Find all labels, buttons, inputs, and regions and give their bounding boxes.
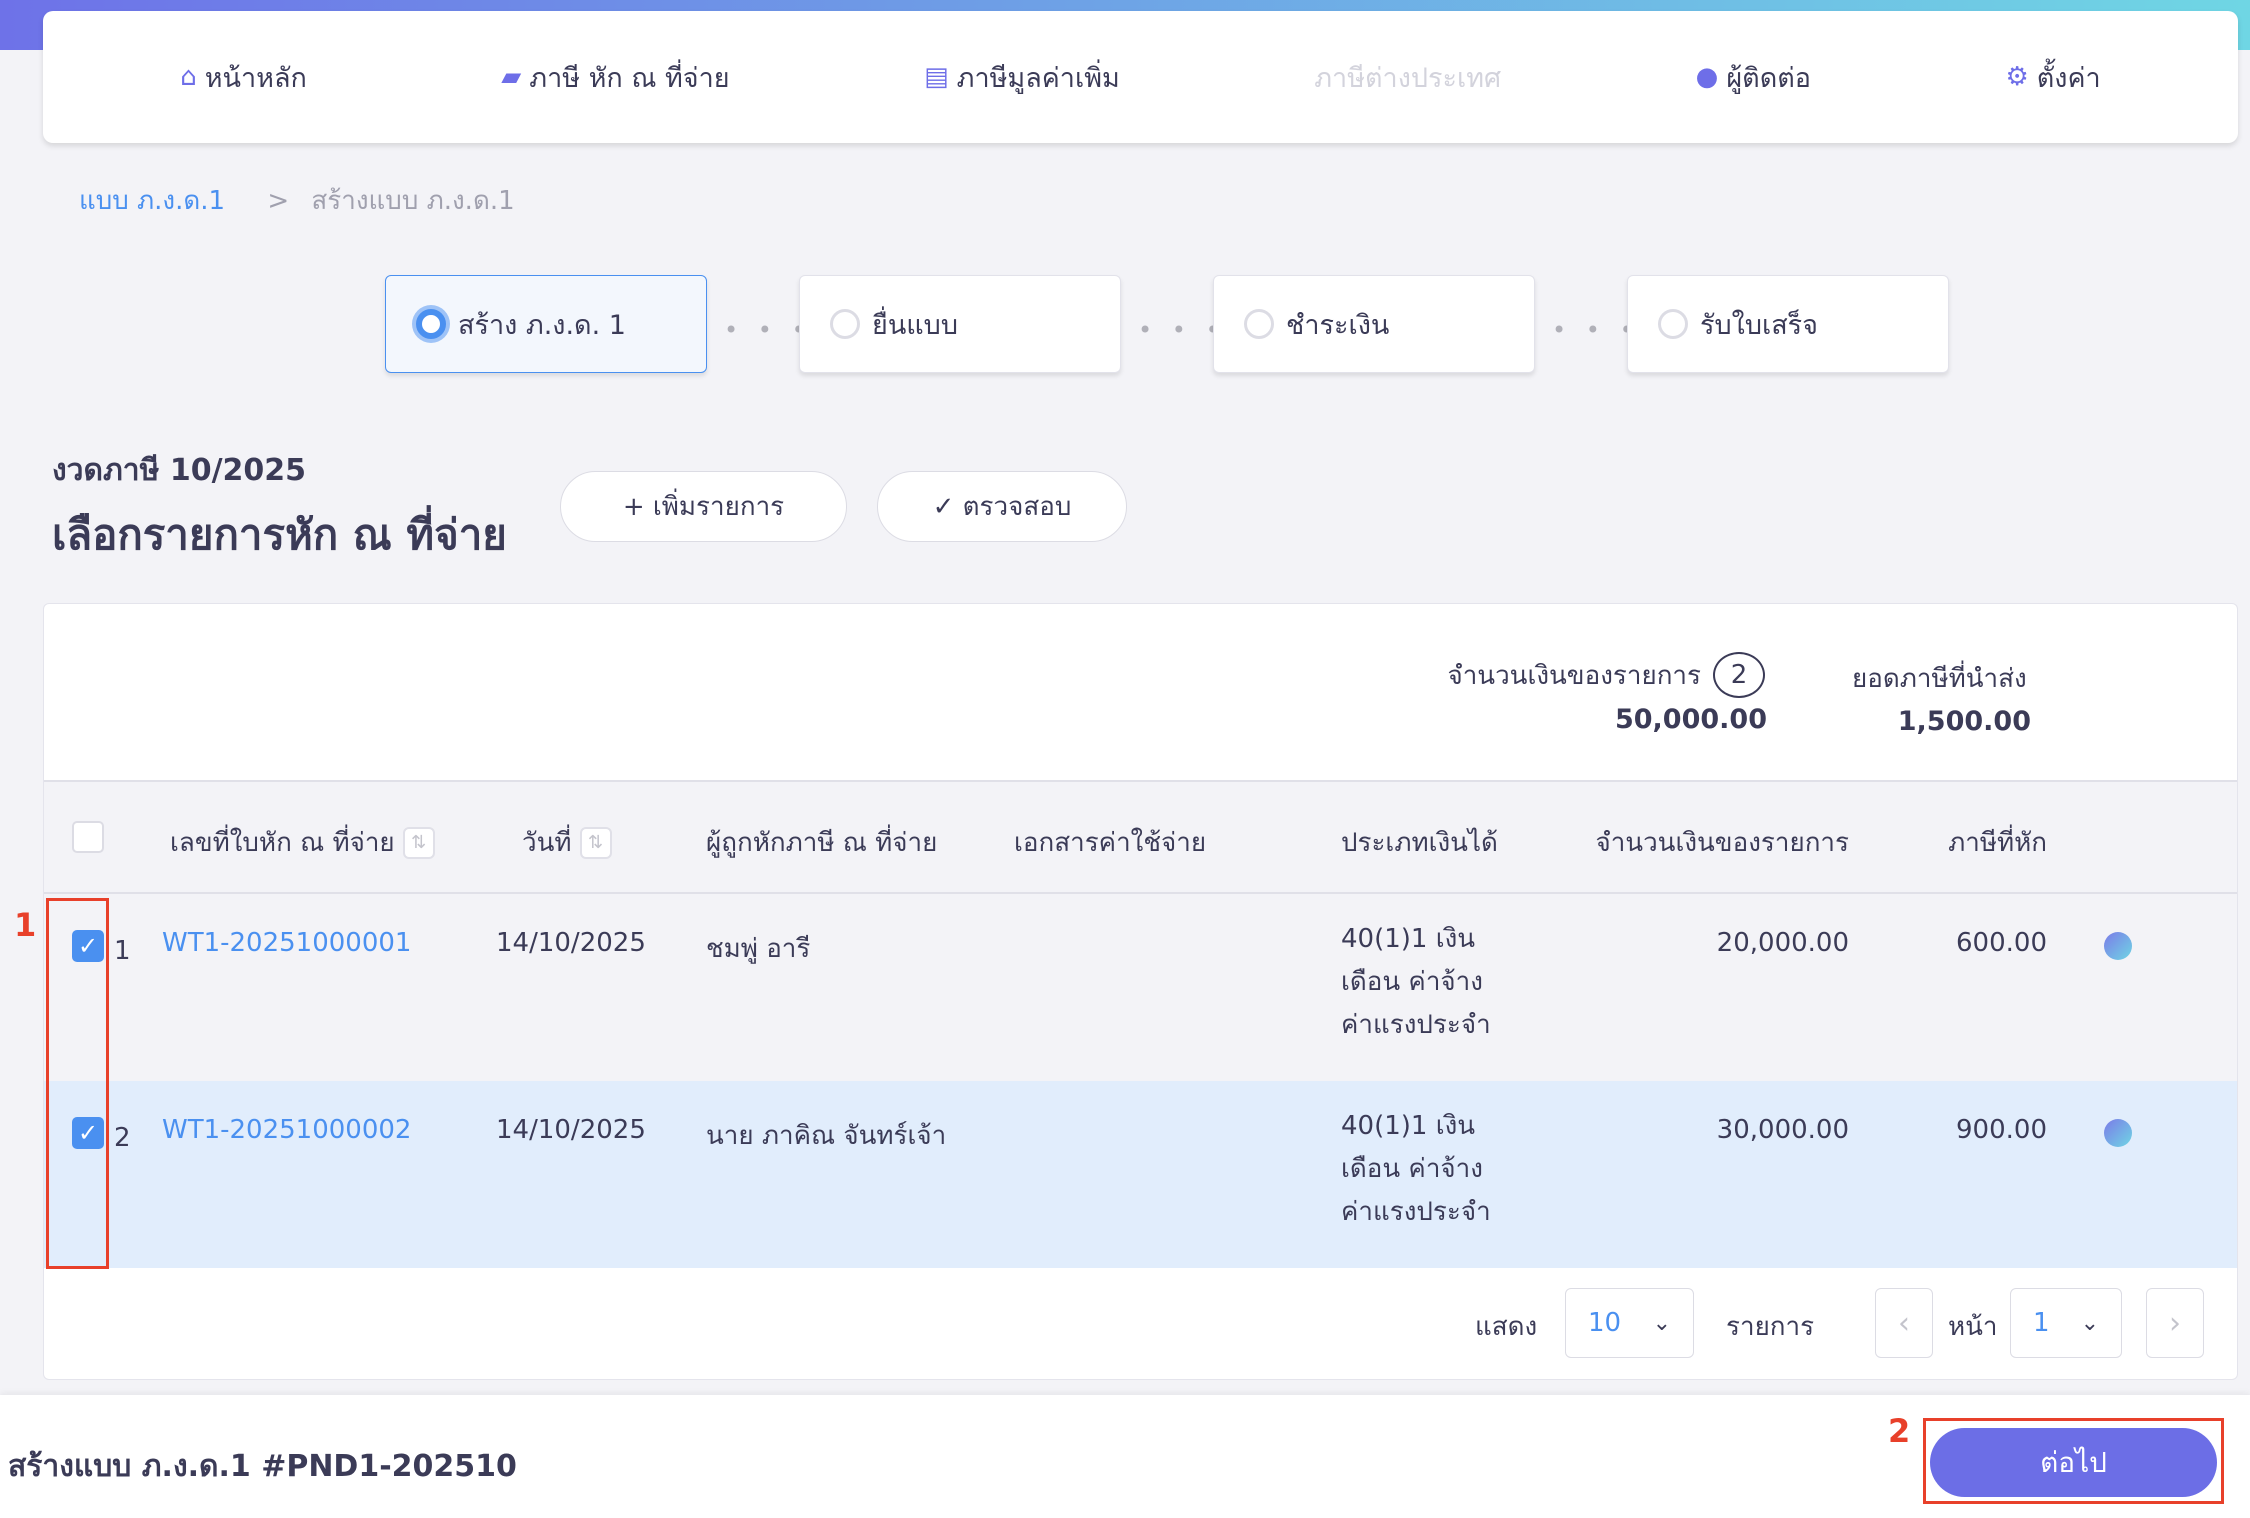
- breadcrumb: แบบ ภ.ง.ด.1 > สร้างแบบ ภ.ง.ด.1: [79, 180, 515, 221]
- step-radio-icon: [830, 309, 860, 339]
- page-title: เลือกรายการหัก ณ ที่จ่าย: [52, 510, 507, 559]
- next-page-button[interactable]: ›: [2146, 1288, 2204, 1358]
- step-radio-icon: [1244, 309, 1274, 339]
- breadcrumb-separator: >: [267, 186, 290, 216]
- page-value: 1: [2033, 1308, 2050, 1338]
- step-label: ชำระเงิน: [1286, 309, 1390, 341]
- chevron-down-icon: ⌄: [2080, 1310, 2099, 1336]
- summary-amount-text: จำนวนเงินของรายการ: [1447, 660, 1701, 691]
- col-expense-doc: เอกสารค่าใช้จ่าย: [1014, 828, 1207, 858]
- col-label: เลขที่ใบหัก ณ ที่จ่าย: [170, 828, 395, 858]
- items-label: รายการ: [1726, 1312, 1815, 1342]
- add-item-button[interactable]: + เพิ่มรายการ: [560, 471, 847, 542]
- row-date: 14/10/2025: [496, 928, 646, 958]
- step-receipt[interactable]: รับใบเสร็จ: [1627, 275, 1949, 373]
- annotation-box-1: [46, 898, 109, 1269]
- step-separator: • • •: [1552, 316, 1640, 344]
- step-payment[interactable]: ชำระเงิน: [1213, 275, 1535, 373]
- nav-label: หน้าหลัก: [204, 62, 307, 94]
- gear-icon: ⚙: [2005, 62, 2029, 92]
- sort-icon[interactable]: ⇅: [579, 826, 612, 859]
- tax-document-icon[interactable]: [2104, 932, 2132, 960]
- doc-no-link[interactable]: WT1-20251000001: [162, 928, 412, 958]
- step-separator: • • •: [1138, 316, 1226, 344]
- row-date: 14/10/2025: [496, 1115, 646, 1145]
- doc-no-link[interactable]: WT1-20251000002: [162, 1115, 412, 1145]
- withholding-table-card: จำนวนเงินของรายการ 2 50,000.00 ยอดภาษีที่…: [43, 603, 2238, 1380]
- sort-icon[interactable]: ⇅: [402, 826, 435, 859]
- col-label: วันที่: [522, 828, 572, 858]
- nav-foreign-tax: ภาษีต่างประเทศ: [1314, 56, 1501, 99]
- annotation-label-1: 1: [14, 906, 37, 944]
- col-amount: จำนวนเงินของรายการ: [1595, 828, 1849, 858]
- breadcrumb-current: สร้างแบบ ภ.ง.ด.1: [311, 186, 515, 216]
- select-all-checkbox[interactable]: [72, 821, 104, 853]
- table-row[interactable]: ✓ 1 WT1-20251000001 14/10/2025 ชมพู่ อาร…: [44, 894, 2237, 1081]
- prev-page-button[interactable]: ‹: [1875, 1288, 1933, 1358]
- page-select[interactable]: 1 ⌄: [2010, 1288, 2122, 1358]
- nav-label: ภาษี หัก ณ ที่จ่าย: [529, 62, 730, 94]
- count-badge: 2: [1713, 652, 1765, 698]
- table-row[interactable]: ✓ 2 WT1-20251000002 14/10/2025 นาย ภาคิณ…: [44, 1081, 2237, 1268]
- annotation-label-2: 2: [1888, 1412, 1911, 1450]
- page-label: หน้า: [1948, 1312, 1998, 1342]
- nav-label: ภาษีต่างประเทศ: [1314, 62, 1502, 94]
- row-number: 1: [114, 936, 131, 966]
- step-label: สร้าง ภ.ง.ด. 1: [458, 309, 626, 341]
- row-checkbox[interactable]: ✓: [72, 930, 104, 962]
- tax-period: งวดภาษี 10/2025: [52, 453, 307, 488]
- step-label: ยื่นแบบ: [872, 309, 958, 341]
- row-amount: 30,000.00: [1716, 1115, 1849, 1145]
- step-separator: • • •: [724, 316, 812, 344]
- row-payee: นาย ภาคิณ จันทร์เจ้า: [706, 1121, 947, 1151]
- nav-vat[interactable]: ▤ ภาษีมูลค่าเพิ่ม: [924, 56, 1120, 99]
- table-header: เลขที่ใบหัก ณ ที่จ่าย ⇅ วันที่ ⇅ ผู้ถูกหัก…: [44, 780, 2237, 894]
- nav-settings[interactable]: ⚙ ตั้งค่า: [2005, 56, 2100, 99]
- chevron-down-icon: ⌄: [1652, 1310, 1671, 1336]
- nav-label: ผู้ติดต่อ: [1726, 62, 1811, 94]
- home-icon: ⌂: [180, 62, 197, 92]
- nav-withholding-tax[interactable]: ▰ ภาษี หัก ณ ที่จ่าย: [501, 56, 729, 99]
- col-doc-no[interactable]: เลขที่ใบหัก ณ ที่จ่าย ⇅: [170, 822, 435, 863]
- footer-bar: สร้างแบบ ภ.ง.ด.1 #PND1-202510: [0, 1395, 2250, 1518]
- row-tax: 600.00: [1956, 928, 2047, 958]
- row-checkbox[interactable]: ✓: [72, 1117, 104, 1149]
- annotation-box-2: [1923, 1418, 2224, 1504]
- step-create[interactable]: สร้าง ภ.ง.ด. 1: [385, 275, 707, 373]
- col-date[interactable]: วันที่ ⇅: [522, 822, 612, 863]
- step-submit[interactable]: ยื่นแบบ: [799, 275, 1121, 373]
- col-income-type: ประเภทเงินได้: [1341, 828, 1498, 858]
- col-payee: ผู้ถูกหักภาษี ณ ที่จ่าย: [706, 828, 938, 858]
- footer-title: สร้างแบบ ภ.ง.ด.1 #PND1-202510: [8, 1449, 517, 1484]
- nav-label: ภาษีมูลค่าเพิ่ม: [956, 62, 1120, 94]
- next-button[interactable]: ต่อไป: [1930, 1428, 2217, 1497]
- summary-amount-value: 50,000.00: [1614, 704, 1767, 735]
- row-income-type: 40(1)1 เงินเดือน ค่าจ้าง ค่าแรงประจำ: [1341, 924, 1491, 1040]
- page-size-select[interactable]: 10 ⌄: [1565, 1288, 1694, 1358]
- page-size-value: 10: [1588, 1308, 1622, 1338]
- summary-tax-label: ยอดภาษีที่นำส่ง: [1852, 664, 2027, 694]
- nav-label: ตั้งค่า: [2036, 62, 2101, 94]
- step-label: รับใบเสร็จ: [1700, 309, 1818, 341]
- summary-amount-label: จำนวนเงินของรายการ 2: [1447, 652, 1765, 698]
- row-income-type: 40(1)1 เงินเดือน ค่าจ้าง ค่าแรงประจำ: [1341, 1111, 1491, 1227]
- col-tax: ภาษีที่หัก: [1948, 828, 2047, 858]
- nav-home[interactable]: ⌂ หน้าหลัก: [180, 56, 307, 99]
- tax-document-icon[interactable]: [2104, 1119, 2132, 1147]
- row-payee: ชมพู่ อารี: [706, 934, 811, 964]
- user-icon: ●: [1695, 62, 1719, 92]
- document-icon: ▤: [924, 62, 949, 92]
- verify-button[interactable]: ✓ ตรวจสอบ: [877, 471, 1127, 542]
- wallet-icon: ▰: [501, 62, 522, 92]
- main-nav: ⌂ หน้าหลัก ▰ ภาษี หัก ณ ที่จ่าย ▤ ภาษีมูลค่…: [43, 11, 2238, 143]
- row-number: 2: [114, 1123, 131, 1153]
- step-radio-icon: [416, 309, 446, 339]
- breadcrumb-parent[interactable]: แบบ ภ.ง.ด.1: [79, 186, 226, 216]
- step-radio-icon: [1658, 309, 1688, 339]
- row-amount: 20,000.00: [1716, 928, 1849, 958]
- row-tax: 900.00: [1956, 1115, 2047, 1145]
- summary-tax-value: 1,500.00: [1897, 706, 2031, 737]
- page-size-label: แสดง: [1475, 1312, 1538, 1342]
- nav-contacts[interactable]: ● ผู้ติดต่อ: [1696, 56, 1811, 99]
